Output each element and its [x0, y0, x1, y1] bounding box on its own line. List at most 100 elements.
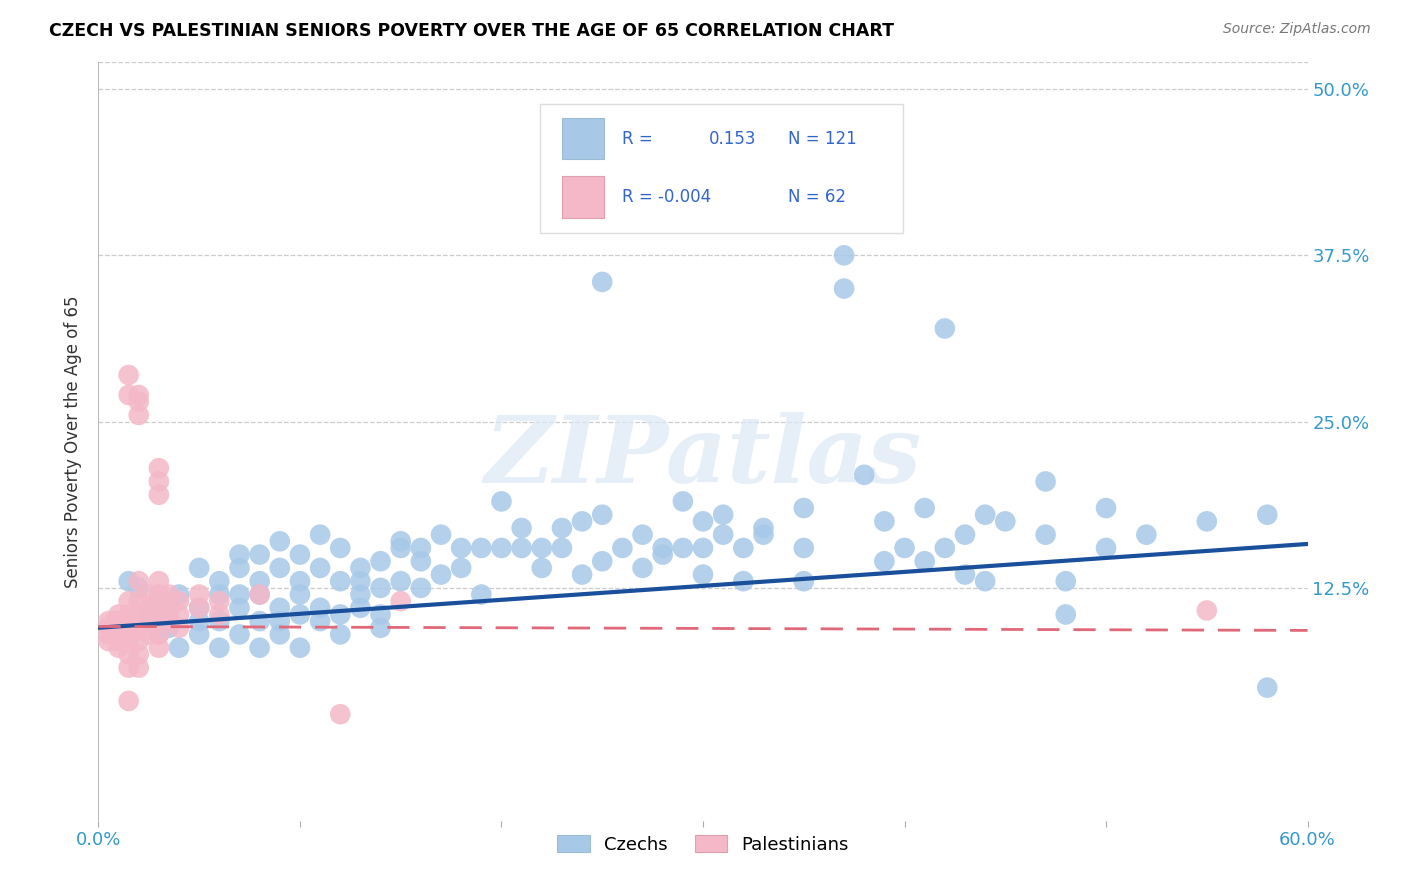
Point [148, 594, 170, 608]
Point [591, 554, 613, 568]
Point [813, 169, 835, 183]
Point [793, 574, 815, 589]
Point [249, 640, 271, 655]
Point [389, 534, 412, 549]
Point [370, 554, 392, 568]
Point [1256, 681, 1278, 695]
Point [148, 475, 170, 489]
Point [409, 554, 432, 568]
Point [107, 634, 129, 648]
Point [148, 627, 170, 641]
Point [188, 614, 211, 628]
Point [249, 548, 271, 562]
Point [128, 634, 150, 648]
Point [329, 541, 352, 555]
Point [430, 527, 453, 541]
Point [128, 621, 150, 635]
Point [103, 614, 125, 628]
Point [128, 661, 150, 675]
Point [138, 587, 160, 601]
Point [711, 508, 734, 522]
Point [409, 581, 432, 595]
Point [228, 600, 250, 615]
Point [733, 574, 755, 589]
Point [138, 607, 160, 622]
Point [309, 527, 332, 541]
Point [103, 621, 125, 635]
Point [530, 561, 553, 575]
Point [269, 614, 291, 628]
Point [148, 614, 170, 628]
Point [128, 648, 150, 662]
Point [1054, 607, 1077, 622]
Point [118, 388, 141, 402]
Point [329, 627, 352, 641]
Point [329, 574, 352, 589]
Point [167, 640, 190, 655]
Point [571, 567, 593, 582]
Point [1054, 574, 1077, 589]
Point [491, 541, 513, 555]
Point [188, 600, 211, 615]
Point [510, 541, 533, 555]
Point [309, 561, 332, 575]
Point [994, 514, 1017, 528]
Point [752, 527, 775, 541]
Point [128, 388, 150, 402]
Point [631, 561, 654, 575]
Point [148, 614, 170, 628]
Point [208, 607, 231, 622]
Point [208, 594, 231, 608]
Text: ZIPatlas: ZIPatlas [485, 412, 921, 501]
Point [612, 541, 634, 555]
Point [953, 527, 976, 541]
Point [138, 614, 160, 628]
Point [752, 521, 775, 535]
Point [309, 614, 332, 628]
Point [128, 581, 150, 595]
Legend: Czechs, Palestinians: Czechs, Palestinians [550, 828, 856, 861]
Point [208, 587, 231, 601]
Point [97, 627, 120, 641]
Text: Source: ZipAtlas.com: Source: ZipAtlas.com [1223, 22, 1371, 37]
Point [208, 574, 231, 589]
Point [692, 567, 714, 582]
Point [389, 594, 412, 608]
Point [934, 541, 956, 555]
Point [228, 587, 250, 601]
Point [118, 574, 141, 589]
Point [370, 581, 392, 595]
Point [409, 541, 432, 555]
Point [249, 574, 271, 589]
Point [208, 640, 231, 655]
Point [111, 614, 134, 628]
Point [793, 501, 815, 516]
Point [167, 621, 190, 635]
Point [269, 627, 291, 641]
Point [228, 627, 250, 641]
Point [309, 600, 332, 615]
Point [107, 614, 129, 628]
Point [148, 621, 170, 635]
Point [288, 574, 311, 589]
Point [148, 587, 170, 601]
Point [430, 567, 453, 582]
Point [288, 607, 311, 622]
Point [389, 541, 412, 555]
Point [118, 607, 141, 622]
Point [188, 627, 211, 641]
Point [148, 488, 170, 502]
Point [208, 614, 231, 628]
Point [672, 494, 695, 508]
Point [733, 541, 755, 555]
Point [530, 541, 553, 555]
Point [470, 541, 492, 555]
Point [832, 215, 855, 229]
Point [591, 508, 613, 522]
Point [591, 275, 613, 289]
Point [128, 394, 150, 409]
Point [157, 600, 180, 615]
Point [148, 600, 170, 615]
Point [118, 368, 141, 382]
Point [1035, 527, 1057, 541]
